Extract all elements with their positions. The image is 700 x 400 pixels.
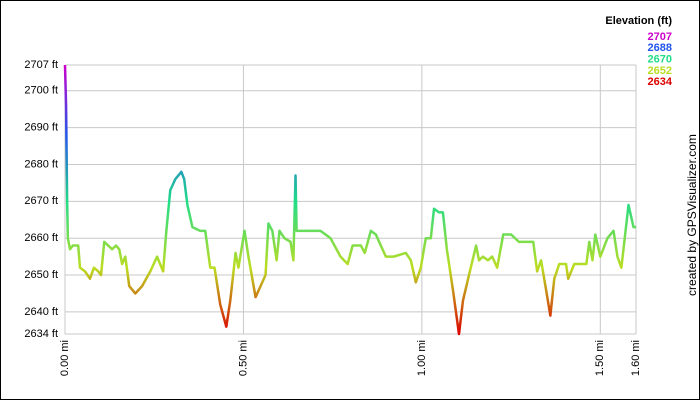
y-tick-label: 2650 ft	[24, 269, 58, 281]
legend-value: 2670	[648, 54, 672, 66]
elevation-line	[63, 64, 636, 336]
y-tick-label: 2660 ft	[24, 232, 58, 244]
legend-value: 2634	[648, 76, 673, 88]
x-tick-label: 1.60 mi	[630, 340, 642, 376]
y-tick-label: 2680 ft	[24, 158, 58, 170]
y-tick-label: 2640 ft	[24, 306, 58, 318]
legend-value: 2707	[648, 31, 672, 43]
x-tick-label: 0.50 mi	[237, 340, 249, 376]
y-tick-label: 2634 ft	[24, 328, 58, 340]
legend-value: 2652	[648, 65, 672, 77]
y-tick-label: 2707 ft	[24, 59, 58, 71]
y-tick-label: 2670 ft	[24, 195, 58, 207]
y-tick-label: 2700 ft	[24, 85, 58, 97]
legend-value: 2688	[648, 42, 672, 54]
credit: created by GPSVisualizer.com	[685, 134, 699, 296]
legend-title: Elevation (ft)	[605, 15, 672, 27]
x-tick-label: 0.00 mi	[59, 340, 71, 376]
x-tick-label: 1.00 mi	[416, 340, 428, 376]
x-tick-label: 1.50 mi	[594, 340, 606, 376]
y-tick-label: 2690 ft	[24, 122, 58, 134]
